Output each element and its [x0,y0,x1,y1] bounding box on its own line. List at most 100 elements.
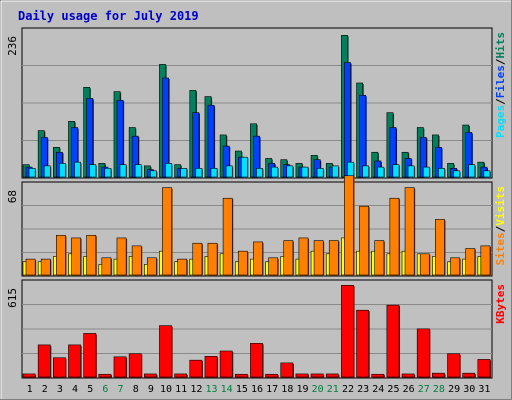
bar-sites-day-28-face [435,219,445,276]
bar-kbytes-day-18-face [280,362,294,378]
bar-pages-day-27-face [422,166,430,178]
bar-kbytes-day-13-face [204,356,218,378]
bar-sites-day-9 [146,257,158,276]
bar-kbytes-day-3 [53,357,67,378]
bar-kbytes-day-15-face [234,373,248,378]
bar-pages-day-7-face [119,164,127,178]
bar-pages-day-5-face [89,164,97,178]
bar-kbytes-day-6-face [98,373,112,378]
bar-sites-day-11-face [177,258,188,276]
bar-kbytes-day-7 [113,356,128,378]
legend-entry: / [494,58,507,65]
bar-kbytes-day-17 [265,373,279,378]
bar-pages-day-9 [149,170,158,178]
bar-kbytes-day-11-face [174,373,188,378]
day-label-17: 17 [266,384,278,395]
bar-pages-day-16 [256,168,264,178]
bar-kbytes-day-31-face [477,359,491,378]
bar-kbytes-day-5 [83,333,97,378]
bar-files-day-23-face [359,95,367,178]
bar-kbytes-day-2-face [37,344,51,378]
bar-kbytes-day-24 [371,373,385,378]
day-label-14: 14 [221,384,233,395]
bar-pages-day-22-face [347,161,354,178]
bar-kbytes-day-23 [356,309,370,378]
bar-kbytes-day-25-face [386,304,400,378]
bar-pages-day-20 [316,168,325,178]
bar-sites-day-14-face [222,197,233,276]
bar-pages-day-19 [301,166,310,178]
day-label-18: 18 [281,384,293,395]
bar-pages-day-17-face [271,166,279,178]
bar-sites-day-7-face [116,237,127,276]
bar-files-day-10-face [162,77,169,178]
bar-pages-day-29 [453,170,461,178]
day-label-7: 7 [118,384,124,395]
day-label-30: 30 [463,384,475,395]
bar-kbytes-day-26 [401,373,416,378]
bar-kbytes-day-17-face [265,373,279,378]
bar-sites-day-7 [116,237,128,276]
day-label-28: 28 [433,384,445,395]
bar-sites-day-25 [389,197,401,276]
panel-max-label: 68 [6,190,19,203]
bar-sites-day-31 [480,245,491,276]
bar-sites-day-11 [177,258,188,276]
bar-sites-day-24-face [374,240,385,276]
panel-max-label: 615 [6,288,19,308]
bar-pages-day-24 [377,166,385,178]
bar-sites-day-26 [404,187,416,276]
day-label-16: 16 [251,384,263,395]
bar-kbytes-day-1-face [22,373,36,378]
bar-sites-day-4 [71,237,82,276]
legend-entry: / [494,225,507,232]
bar-sites-day-1-face [25,258,36,276]
bar-pages-day-4-face [74,161,81,178]
bar-kbytes-day-4-face [68,344,81,378]
bar-pages-day-14 [225,165,234,178]
bar-pages-day-3-face [59,163,66,178]
bar-sites-day-20 [313,240,325,276]
bar-pages-day-17 [271,166,279,178]
bar-kbytes-day-25 [386,304,401,378]
day-label-2: 2 [42,384,48,395]
legend-entry: KBytes [494,284,507,324]
panel-legend: Sites/Visits [494,186,507,266]
bar-sites-day-4-face [71,237,81,276]
bar-pages-day-10-face [165,163,172,178]
day-label-22: 22 [342,384,354,395]
bar-sites-day-19 [298,237,310,276]
bar-kbytes-day-8-face [128,353,142,378]
bar-pages-day-26-face [407,165,415,178]
bar-kbytes-day-12-face [189,359,203,378]
bar-sites-day-16-face [253,241,263,276]
bar-kbytes-day-16 [250,343,264,378]
day-label-9: 9 [148,384,154,395]
bar-sites-day-30 [465,248,476,276]
bar-sites-day-20-face [313,240,324,276]
bar-sites-day-2 [40,258,52,276]
bar-pages-day-1-face [28,168,36,178]
legend-entry: Files [494,65,507,98]
day-label-8: 8 [133,384,139,395]
bar-sites-day-12-face [192,242,203,276]
bar-sites-day-17 [268,257,279,276]
bar-kbytes-day-22-face [341,284,354,378]
bar-pages-day-6-face [104,168,112,178]
bar-pages-day-8 [134,164,143,178]
day-label-10: 10 [160,384,172,395]
bar-pages-day-14-face [225,165,233,178]
bar-kbytes-day-4 [68,344,82,378]
bar-sites-day-31-face [480,245,491,276]
day-label-29: 29 [448,384,460,395]
bar-kbytes-day-13 [204,356,219,378]
bar-files-day-10 [162,77,170,178]
bar-kbytes-day-29 [447,353,461,378]
bar-sites-day-13 [207,242,219,276]
bar-sites-day-10 [162,187,173,276]
bar-sites-day-23 [359,205,370,276]
bar-kbytes-day-27 [416,328,431,378]
bar-kbytes-day-18 [280,362,294,378]
bar-sites-day-13-face [207,242,218,276]
